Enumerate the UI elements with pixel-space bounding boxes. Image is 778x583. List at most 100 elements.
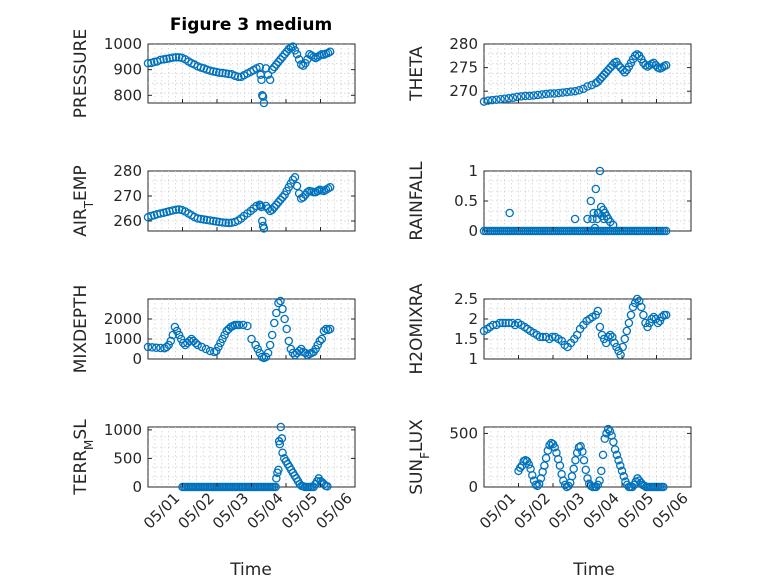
y-axis-label-main: THETA: [407, 46, 427, 102]
data-point: [305, 50, 314, 59]
y-tick-label: 1000: [104, 421, 142, 439]
data-point: [265, 75, 275, 85]
data-point: [543, 446, 553, 455]
data-point: [612, 450, 622, 460]
data-point: [595, 75, 605, 84]
y-tick-label: 2: [468, 310, 478, 328]
data-point: [537, 90, 547, 99]
data-point: [541, 89, 551, 99]
x-tick-label: 05/02: [175, 489, 218, 532]
x-tick-label: 05/02: [511, 489, 554, 532]
data-point: [280, 314, 289, 324]
data-point: [311, 344, 320, 354]
x-tick-label: 05/04: [244, 489, 287, 532]
y-tick-label: 1000: [104, 35, 142, 53]
data-point: [598, 450, 608, 460]
data-point: [578, 447, 587, 456]
data-point: [612, 342, 621, 352]
data-point: [595, 166, 605, 176]
data-point: [272, 474, 281, 483]
data-point: [555, 461, 565, 470]
data-point: [152, 343, 161, 353]
y-axis-label: SUNFLUX: [407, 419, 432, 495]
y-axis-label: THETA: [407, 46, 427, 102]
data-point: [280, 50, 289, 59]
data-point: [643, 322, 652, 332]
y-tick-label: 800: [113, 86, 142, 104]
y-axis-label-tail: EMP: [71, 165, 91, 201]
data-point: [272, 200, 281, 209]
data-point: [315, 336, 325, 346]
data-point: [323, 48, 333, 58]
panel-2: 260 270 280 AIRTEMP: [71, 162, 356, 237]
y-axis-label: RAINFALL: [407, 161, 427, 241]
data-point: [323, 482, 332, 491]
data-point: [657, 312, 667, 322]
data-point: [645, 60, 654, 70]
data-point: [525, 91, 534, 101]
x-tick-label: 05/01: [140, 489, 183, 532]
y-axis-label-main: MIXDEPTH: [71, 285, 91, 374]
data-point: [292, 50, 302, 59]
data-point: [566, 87, 576, 96]
data-point: [156, 209, 165, 218]
data-point: [620, 334, 630, 344]
data-point: [550, 89, 559, 98]
data-point: [164, 340, 173, 350]
data-point: [515, 463, 525, 472]
data-point: [581, 465, 591, 475]
data-point: [278, 192, 287, 202]
panel-5: 1 1.5 2 2.5 H2OMIXRA: [407, 283, 692, 375]
y-axis-label-main: RAINFALL: [407, 161, 427, 241]
data-point: [278, 52, 287, 62]
data-point: [533, 481, 542, 491]
data-point: [214, 342, 223, 352]
data-point: [191, 338, 200, 348]
data-point: [162, 342, 171, 352]
y-tick-label: 500: [113, 449, 142, 467]
data-point: [614, 455, 623, 465]
data-point: [216, 338, 225, 348]
data-point: [301, 348, 310, 358]
data-point: [603, 332, 613, 342]
data-point: [234, 320, 244, 330]
data-point: [156, 55, 165, 65]
data-point: [492, 95, 501, 104]
y-axis-label-main: AIR: [71, 208, 91, 237]
data-point: [600, 434, 610, 444]
data-point: [609, 437, 618, 447]
data-point: [617, 466, 627, 476]
data-point: [267, 65, 277, 74]
data-point: [599, 214, 609, 224]
data-point: [193, 214, 202, 223]
data-point: [569, 464, 578, 474]
y-axis-label-main: TERR: [71, 450, 91, 496]
data-point: [591, 482, 601, 492]
data-point: [276, 296, 285, 306]
data-point: [637, 302, 646, 312]
y-tick-label: 1: [468, 350, 478, 368]
data-point: [282, 324, 291, 334]
data-point: [599, 70, 609, 79]
data-point: [659, 482, 668, 492]
data-point: [170, 322, 180, 332]
data-point: [591, 184, 601, 194]
data-point: [143, 58, 153, 68]
data-point: [298, 61, 308, 71]
y-axis-label-subscript: T: [82, 200, 96, 209]
y-axis-label-tail: SL: [71, 419, 91, 440]
data-point: [608, 220, 618, 230]
data-point: [630, 298, 640, 308]
data-point: [221, 218, 231, 227]
data-point: [243, 321, 252, 331]
data-point: [626, 310, 636, 320]
y-axis-label-main: SUN: [407, 459, 427, 495]
data-point: [597, 72, 607, 82]
data-point: [620, 68, 630, 77]
data-point: [274, 197, 283, 207]
data-point: [147, 343, 157, 352]
y-axis-label-tail: LUX: [407, 419, 427, 452]
data-point: [616, 461, 625, 470]
data-point: [567, 472, 577, 481]
